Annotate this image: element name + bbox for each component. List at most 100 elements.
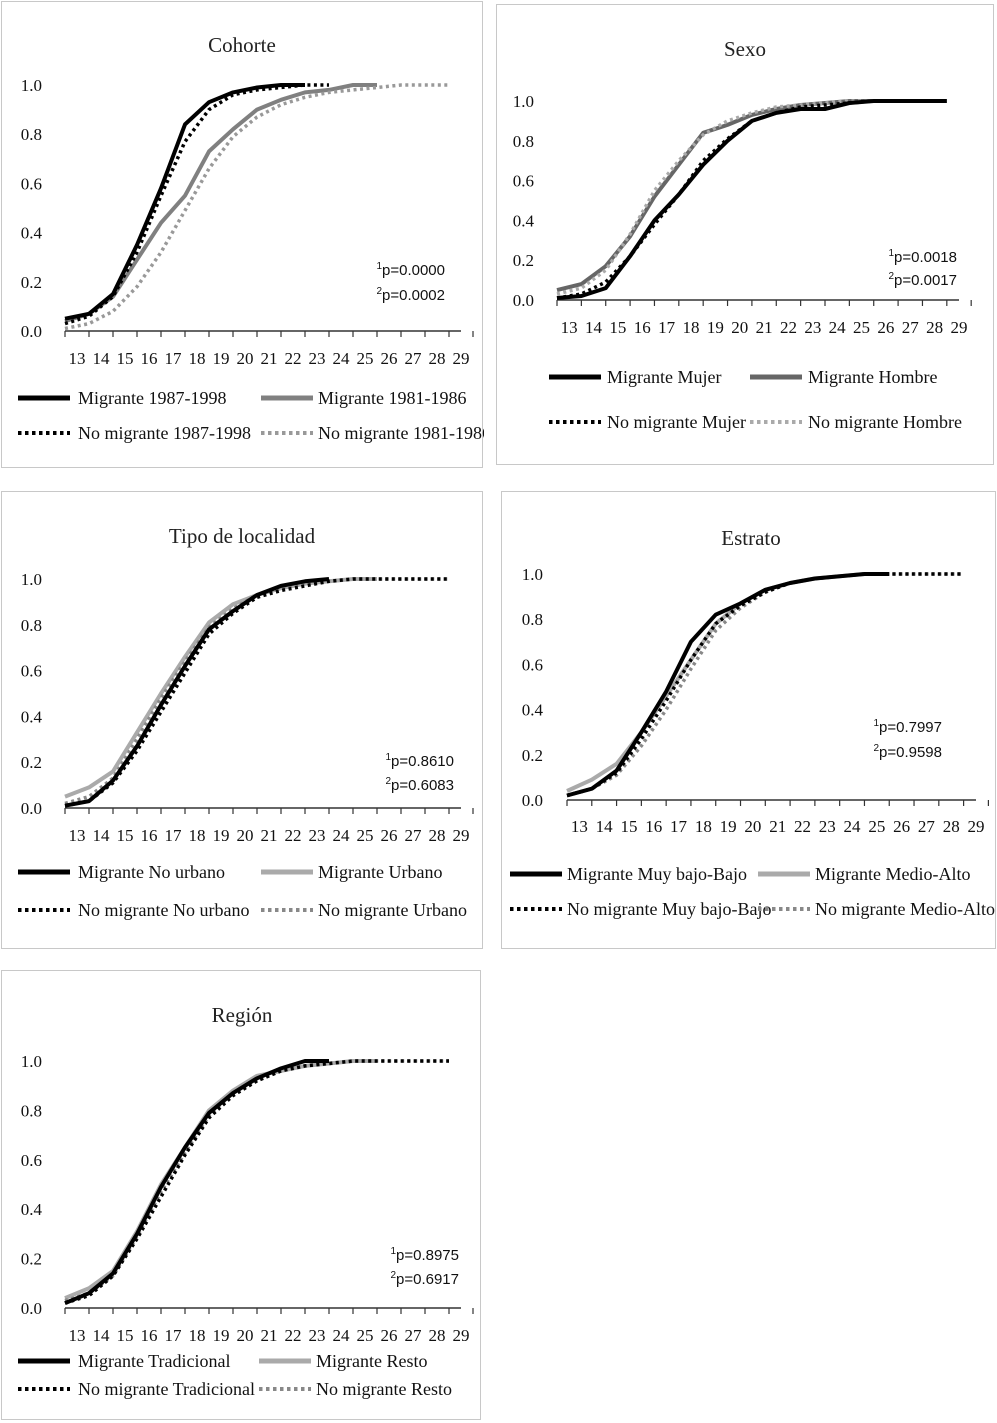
x-tick-label: 26 (381, 826, 398, 845)
x-tick-label: 28 (926, 318, 943, 337)
series-line-1 (556, 99, 947, 293)
p-value-superscript: 2 (888, 271, 894, 282)
series-line-2 (64, 83, 329, 326)
y-tick-label: 0.4 (21, 1200, 43, 1219)
chart-title: Región (212, 1003, 273, 1027)
x-tick-label: 23 (819, 817, 836, 836)
series-line-1 (64, 83, 377, 324)
x-tick-label: 19 (707, 318, 724, 337)
p-value-label: 2p=0.6083 (385, 776, 454, 794)
x-tick-label: 13 (69, 1326, 86, 1345)
y-tick-label: 0.4 (522, 701, 544, 720)
y-tick-label: 1.0 (21, 76, 42, 95)
series-line-2 (556, 99, 947, 300)
p-value-label: 1p=0.8610 (385, 752, 454, 770)
p-value-superscript: 1 (376, 261, 382, 272)
y-tick-label: 0.8 (522, 610, 543, 629)
x-tick-label: 17 (165, 826, 183, 845)
x-tick-label: 26 (381, 349, 398, 368)
series-line-0 (64, 1059, 329, 1305)
series-line-3 (556, 99, 947, 296)
x-tick-label: 27 (918, 817, 936, 836)
legend-label: Migrante 1987-1998 (78, 388, 226, 408)
x-tick-label: 16 (141, 826, 158, 845)
y-tick-label: 0.0 (21, 322, 42, 341)
legend-label: Migrante Resto (316, 1351, 427, 1371)
x-tick-label: 26 (893, 817, 910, 836)
legend-label: No migrante Muy bajo-Bajo (567, 899, 771, 919)
chart-title: Cohorte (208, 33, 276, 57)
x-tick-label: 16 (634, 318, 651, 337)
x-tick-label: 17 (670, 817, 688, 836)
y-tick-label: 0.0 (21, 1299, 42, 1318)
x-tick-label: 25 (868, 817, 885, 836)
x-tick-label: 21 (261, 1326, 278, 1345)
y-tick-label: 0.0 (522, 791, 543, 810)
x-tick-label: 23 (309, 349, 326, 368)
x-tick-label: 17 (658, 318, 676, 337)
x-tick-label: 24 (333, 1326, 351, 1345)
legend-label: No migrante 1981-1986 (318, 423, 484, 443)
x-tick-label: 22 (794, 817, 811, 836)
x-tick-label: 29 (951, 318, 968, 337)
x-tick-label: 25 (853, 318, 870, 337)
legend-label: No migrante Mujer (607, 412, 746, 432)
chart-title: Tipo de localidad (169, 524, 316, 548)
x-tick-label: 25 (357, 826, 374, 845)
series-line-2 (64, 577, 449, 808)
legend-label: Migrante Tradicional (78, 1351, 230, 1371)
legend-label: Migrante Hombre (808, 367, 937, 387)
series-line-1 (566, 572, 890, 793)
x-tick-label: 22 (780, 318, 797, 337)
chart-title: Estrato (721, 526, 780, 550)
p-value-label: 2p=0.9598 (873, 743, 942, 761)
p-value-superscript: 1 (873, 718, 879, 729)
p-value-label: 2p=0.6917 (390, 1270, 459, 1288)
series-line-2 (566, 572, 964, 798)
x-tick-label: 19 (213, 826, 230, 845)
x-tick-label: 23 (804, 318, 821, 337)
y-tick-label: 0.8 (21, 1101, 42, 1120)
y-tick-label: 0.6 (21, 1151, 42, 1170)
series-line-1 (64, 577, 377, 799)
p-value-text: p=0.8975 (396, 1247, 459, 1264)
x-tick-label: 13 (69, 349, 86, 368)
p-value-superscript: 2 (873, 743, 879, 754)
p-value-label: 1p=0.8975 (390, 1246, 459, 1264)
y-tick-label: 1.0 (21, 570, 42, 589)
p-value-text: p=0.9598 (879, 744, 942, 761)
x-tick-label: 22 (285, 349, 302, 368)
x-tick-label: 22 (285, 826, 302, 845)
x-tick-label: 14 (93, 1326, 111, 1345)
y-tick-label: 0.2 (21, 1250, 42, 1269)
x-tick-label: 29 (453, 349, 470, 368)
series-line-0 (556, 99, 947, 300)
legend-label: No migrante No urbano (78, 900, 249, 920)
x-tick-label: 16 (141, 349, 158, 368)
y-tick-label: 0.2 (522, 746, 543, 765)
legend-label: Migrante Medio-Alto (815, 864, 970, 884)
x-tick-label: 28 (429, 1326, 446, 1345)
chart-tipo-localidad: Tipo de localidad 0.0 0.2 0.4 0.6 0.8 1.0 13 14 1… (18, 524, 474, 920)
chart-title: Sexo (724, 37, 766, 61)
x-tick-label: 29 (453, 826, 470, 845)
series-line-0 (64, 577, 330, 808)
x-tick-label: 15 (620, 817, 637, 836)
chart-estrato: Estrato 0.0 0.2 0.4 0.6 0.8 1.0 13 14 15 16 17 18 19 2… (510, 526, 995, 919)
x-tick-label: 28 (429, 349, 446, 368)
y-tick-label: 0.6 (522, 655, 543, 674)
x-tick-label: 14 (93, 349, 111, 368)
x-tick-label: 13 (69, 826, 86, 845)
p-value-text: p=0.6917 (396, 1271, 459, 1288)
legend-label: Migrante Muy bajo-Bajo (567, 864, 747, 884)
y-tick-label: 0.6 (21, 174, 42, 193)
x-tick-label: 28 (943, 817, 960, 836)
x-tick-label: 18 (189, 349, 206, 368)
x-tick-label: 28 (429, 826, 446, 845)
y-tick-label: 0.6 (513, 172, 534, 191)
y-tick-label: 1.0 (522, 565, 543, 584)
series-line-3 (64, 577, 449, 806)
x-tick-label: 27 (405, 349, 423, 368)
x-tick-label: 25 (357, 349, 374, 368)
chart-panel-sexo: Sexo 0.0 0.2 0.4 0.6 0.8 1.0 13 14 15 16 17 18 19 20 21… (496, 4, 994, 465)
